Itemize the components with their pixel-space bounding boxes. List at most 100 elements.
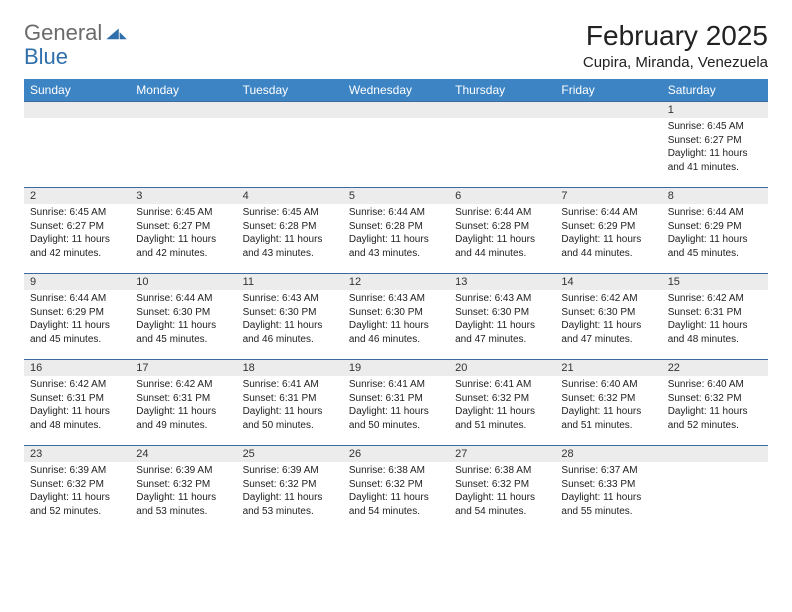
day-content: Sunrise: 6:39 AMSunset: 6:32 PMDaylight:… — [130, 462, 236, 522]
calendar-day-cell: 25Sunrise: 6:39 AMSunset: 6:32 PMDayligh… — [237, 446, 343, 532]
calendar-day-cell: 1Sunrise: 6:45 AMSunset: 6:27 PMDaylight… — [662, 102, 768, 188]
day-content: Sunrise: 6:45 AMSunset: 6:27 PMDaylight:… — [662, 118, 768, 178]
day-content: Sunrise: 6:38 AMSunset: 6:32 PMDaylight:… — [449, 462, 555, 522]
calendar-day-cell — [449, 102, 555, 188]
brand-logo: General — [24, 20, 130, 46]
calendar-day-cell: 27Sunrise: 6:38 AMSunset: 6:32 PMDayligh… — [449, 446, 555, 532]
day-content: Sunrise: 6:42 AMSunset: 6:31 PMDaylight:… — [24, 376, 130, 436]
calendar-day-cell — [343, 102, 449, 188]
day-number: 14 — [555, 274, 661, 290]
day-content: Sunrise: 6:41 AMSunset: 6:32 PMDaylight:… — [449, 376, 555, 436]
weekday-monday: Monday — [130, 79, 236, 102]
day-number: 3 — [130, 188, 236, 204]
calendar-page: General February 2025 Cupira, Miranda, V… — [0, 0, 792, 552]
calendar-day-cell — [237, 102, 343, 188]
calendar-day-cell: 2Sunrise: 6:45 AMSunset: 6:27 PMDaylight… — [24, 188, 130, 274]
day-number — [555, 102, 661, 118]
day-number: 23 — [24, 446, 130, 462]
calendar-day-cell: 15Sunrise: 6:42 AMSunset: 6:31 PMDayligh… — [662, 274, 768, 360]
day-number: 11 — [237, 274, 343, 290]
calendar-body: 1Sunrise: 6:45 AMSunset: 6:27 PMDaylight… — [24, 102, 768, 532]
day-number — [662, 446, 768, 462]
day-content: Sunrise: 6:38 AMSunset: 6:32 PMDaylight:… — [343, 462, 449, 522]
calendar-day-cell: 22Sunrise: 6:40 AMSunset: 6:32 PMDayligh… — [662, 360, 768, 446]
calendar-day-cell: 10Sunrise: 6:44 AMSunset: 6:30 PMDayligh… — [130, 274, 236, 360]
day-content: Sunrise: 6:43 AMSunset: 6:30 PMDaylight:… — [343, 290, 449, 350]
day-content — [24, 118, 130, 174]
day-number: 9 — [24, 274, 130, 290]
day-content: Sunrise: 6:42 AMSunset: 6:30 PMDaylight:… — [555, 290, 661, 350]
day-number: 5 — [343, 188, 449, 204]
day-number: 13 — [449, 274, 555, 290]
day-number: 15 — [662, 274, 768, 290]
calendar-day-cell: 5Sunrise: 6:44 AMSunset: 6:28 PMDaylight… — [343, 188, 449, 274]
day-content: Sunrise: 6:43 AMSunset: 6:30 PMDaylight:… — [449, 290, 555, 350]
day-content — [662, 462, 768, 518]
day-number: 20 — [449, 360, 555, 376]
weekday-saturday: Saturday — [662, 79, 768, 102]
day-content — [555, 118, 661, 174]
month-title: February 2025 — [583, 20, 768, 52]
day-content — [343, 118, 449, 174]
calendar-week-row: 23Sunrise: 6:39 AMSunset: 6:32 PMDayligh… — [24, 446, 768, 532]
title-block: February 2025 Cupira, Miranda, Venezuela — [583, 20, 768, 71]
day-number: 16 — [24, 360, 130, 376]
calendar-day-cell: 13Sunrise: 6:43 AMSunset: 6:30 PMDayligh… — [449, 274, 555, 360]
brand-part2-wrap: Blue — [24, 44, 68, 70]
day-number — [343, 102, 449, 118]
day-content: Sunrise: 6:37 AMSunset: 6:33 PMDaylight:… — [555, 462, 661, 522]
calendar-week-row: 2Sunrise: 6:45 AMSunset: 6:27 PMDaylight… — [24, 188, 768, 274]
calendar-day-cell: 4Sunrise: 6:45 AMSunset: 6:28 PMDaylight… — [237, 188, 343, 274]
day-number: 21 — [555, 360, 661, 376]
day-content: Sunrise: 6:45 AMSunset: 6:27 PMDaylight:… — [24, 204, 130, 264]
day-content: Sunrise: 6:40 AMSunset: 6:32 PMDaylight:… — [662, 376, 768, 436]
weekday-row: Sunday Monday Tuesday Wednesday Thursday… — [24, 79, 768, 102]
logo-sail-icon — [106, 25, 128, 41]
calendar-day-cell: 6Sunrise: 6:44 AMSunset: 6:28 PMDaylight… — [449, 188, 555, 274]
calendar-day-cell: 24Sunrise: 6:39 AMSunset: 6:32 PMDayligh… — [130, 446, 236, 532]
day-content: Sunrise: 6:44 AMSunset: 6:29 PMDaylight:… — [24, 290, 130, 350]
day-number — [449, 102, 555, 118]
day-number: 25 — [237, 446, 343, 462]
calendar-table: Sunday Monday Tuesday Wednesday Thursday… — [24, 79, 768, 532]
weekday-thursday: Thursday — [449, 79, 555, 102]
calendar-week-row: 1Sunrise: 6:45 AMSunset: 6:27 PMDaylight… — [24, 102, 768, 188]
day-content: Sunrise: 6:39 AMSunset: 6:32 PMDaylight:… — [237, 462, 343, 522]
day-number: 8 — [662, 188, 768, 204]
day-number: 4 — [237, 188, 343, 204]
brand-part1: General — [24, 20, 102, 46]
day-number: 27 — [449, 446, 555, 462]
day-content: Sunrise: 6:44 AMSunset: 6:30 PMDaylight:… — [130, 290, 236, 350]
calendar-week-row: 16Sunrise: 6:42 AMSunset: 6:31 PMDayligh… — [24, 360, 768, 446]
calendar-day-cell: 3Sunrise: 6:45 AMSunset: 6:27 PMDaylight… — [130, 188, 236, 274]
day-content: Sunrise: 6:45 AMSunset: 6:28 PMDaylight:… — [237, 204, 343, 264]
day-content: Sunrise: 6:44 AMSunset: 6:28 PMDaylight:… — [343, 204, 449, 264]
calendar-day-cell — [555, 102, 661, 188]
calendar-day-cell: 12Sunrise: 6:43 AMSunset: 6:30 PMDayligh… — [343, 274, 449, 360]
day-content: Sunrise: 6:41 AMSunset: 6:31 PMDaylight:… — [237, 376, 343, 436]
weekday-wednesday: Wednesday — [343, 79, 449, 102]
calendar-day-cell: 21Sunrise: 6:40 AMSunset: 6:32 PMDayligh… — [555, 360, 661, 446]
calendar-day-cell: 19Sunrise: 6:41 AMSunset: 6:31 PMDayligh… — [343, 360, 449, 446]
location-label: Cupira, Miranda, Venezuela — [583, 54, 768, 71]
day-number: 7 — [555, 188, 661, 204]
day-content: Sunrise: 6:42 AMSunset: 6:31 PMDaylight:… — [662, 290, 768, 350]
day-content: Sunrise: 6:44 AMSunset: 6:29 PMDaylight:… — [555, 204, 661, 264]
calendar-day-cell: 11Sunrise: 6:43 AMSunset: 6:30 PMDayligh… — [237, 274, 343, 360]
day-number: 10 — [130, 274, 236, 290]
calendar-day-cell: 26Sunrise: 6:38 AMSunset: 6:32 PMDayligh… — [343, 446, 449, 532]
calendar-day-cell — [662, 446, 768, 532]
day-number: 18 — [237, 360, 343, 376]
day-content: Sunrise: 6:40 AMSunset: 6:32 PMDaylight:… — [555, 376, 661, 436]
day-content: Sunrise: 6:41 AMSunset: 6:31 PMDaylight:… — [343, 376, 449, 436]
day-number — [24, 102, 130, 118]
calendar-day-cell: 14Sunrise: 6:42 AMSunset: 6:30 PMDayligh… — [555, 274, 661, 360]
day-number — [130, 102, 236, 118]
brand-part2: Blue — [24, 44, 68, 69]
day-number: 12 — [343, 274, 449, 290]
weekday-sunday: Sunday — [24, 79, 130, 102]
day-content: Sunrise: 6:43 AMSunset: 6:30 PMDaylight:… — [237, 290, 343, 350]
calendar-week-row: 9Sunrise: 6:44 AMSunset: 6:29 PMDaylight… — [24, 274, 768, 360]
calendar-day-cell: 16Sunrise: 6:42 AMSunset: 6:31 PMDayligh… — [24, 360, 130, 446]
day-content: Sunrise: 6:44 AMSunset: 6:29 PMDaylight:… — [662, 204, 768, 264]
